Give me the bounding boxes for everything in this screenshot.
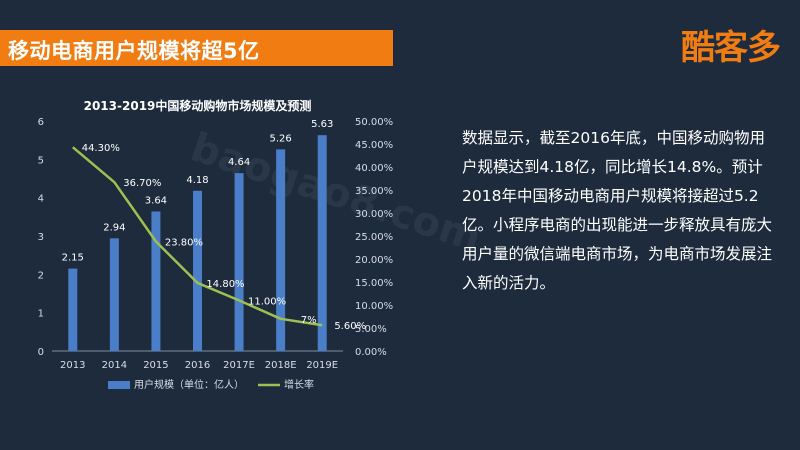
- line-value-label: 11.00%: [248, 296, 286, 307]
- chart-container: 2013-2019中国移动购物市场规模及预测 0 1 2 3 4 5 6 0.00% 5.00% 1…: [0, 90, 420, 400]
- x-tick-label: 2018E: [265, 360, 297, 371]
- line-value-label: 5.60%: [334, 321, 366, 332]
- bar-value-label: 5.63: [311, 119, 333, 130]
- y-right-tick-label: 45.00%: [355, 140, 393, 151]
- bar-value-label: 2.94: [103, 222, 125, 233]
- brand-logo: 酷客多: [681, 28, 781, 68]
- x-tick-label: 2019E: [306, 360, 338, 371]
- description-text: 数据显示，截至2016年底，中国移动购物用户规模达到4.18亿，同比增长14.8…: [462, 129, 773, 292]
- growth-rate-line: [71, 146, 323, 327]
- chart-title: 2013-2019中国移动购物市场规模及预测: [84, 98, 312, 113]
- y-right-tick-label: 10.00%: [355, 301, 393, 312]
- y-left-tick-label: 2: [38, 270, 44, 281]
- legend-line-label: 增长率: [284, 378, 314, 391]
- y-left-tick-label: 6: [38, 117, 44, 128]
- bar-value-label: 5.26: [270, 133, 292, 144]
- bar: [234, 173, 244, 351]
- bar: [193, 190, 202, 351]
- x-tick-label: 2014: [102, 360, 127, 371]
- y-right-tick-label: 50.00%: [355, 117, 393, 128]
- bar: [317, 135, 327, 351]
- x-tick-label: 2015: [143, 360, 168, 371]
- line-value-label: 14.80%: [206, 279, 244, 290]
- y-right-tick-label: 20.00%: [355, 255, 393, 266]
- legend-bar-label: 用户规模（单位：亿人）: [134, 378, 244, 391]
- bar-value-label: 2.15: [62, 253, 84, 264]
- y-right-tick-label: 15.00%: [355, 278, 393, 289]
- line-value-label: 36.70%: [123, 178, 161, 189]
- bar: [109, 238, 119, 351]
- bar: [68, 268, 78, 351]
- y-right-tick-label: 40.00%: [355, 163, 393, 174]
- y-left-tick-label: 4: [38, 194, 44, 205]
- x-tick-label: 2013: [60, 360, 85, 371]
- y-right-tick-label: 0.00%: [355, 347, 387, 358]
- y-right-tick-label: 25.00%: [355, 232, 393, 243]
- title-bar: 移动电商用户规模将超5亿: [0, 30, 393, 66]
- y-right-tick-label: 30.00%: [355, 209, 393, 220]
- bar-value-label: 4.64: [228, 157, 250, 168]
- y-right-tick-label: 5.00%: [355, 324, 387, 335]
- line-value-label: 23.80%: [165, 238, 203, 249]
- legend-bar-swatch: [108, 381, 130, 389]
- bar: [276, 149, 286, 351]
- y-left-tick-label: 0: [38, 347, 44, 358]
- page-title: 移动电商用户规模将超5亿: [8, 39, 260, 63]
- line-value-label: 44.30%: [82, 143, 120, 154]
- y-left-tick-label: 1: [38, 309, 44, 320]
- x-tick-label: 2016: [185, 360, 210, 371]
- combo-chart: 2013-2019中国移动购物市场规模及预测 0 1 2 3 4 5 6 0.00% 5.00% 1…: [38, 98, 394, 391]
- y-right-tick-label: 35.00%: [355, 186, 393, 197]
- line-value-label: 7%: [301, 315, 317, 326]
- bar: [151, 211, 161, 351]
- y-left-tick-label: 5: [38, 155, 44, 166]
- x-tick-label: 2017E: [223, 360, 255, 371]
- y-left-tick-label: 3: [38, 232, 44, 243]
- bar-value-label: 3.64: [145, 195, 167, 206]
- bar-value-label: 4.18: [186, 175, 208, 186]
